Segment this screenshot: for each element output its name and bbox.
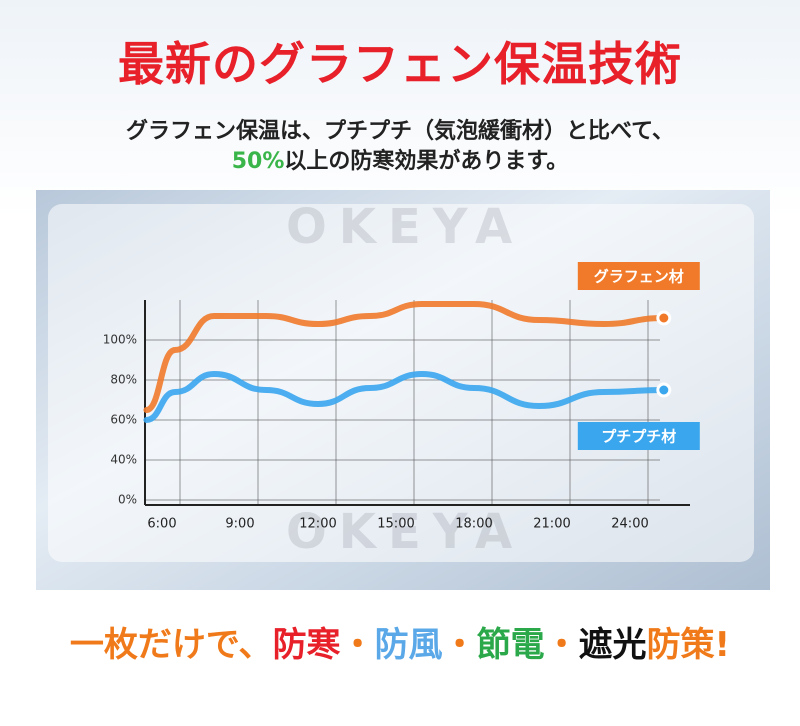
x-tick-label: 18:00 <box>455 517 492 532</box>
footer-part: 防寒 <box>272 625 341 665</box>
title: 最新のグラフェン保温技術 <box>118 37 682 91</box>
legend-box <box>577 422 700 450</box>
y-tick-label: 40% <box>110 453 137 467</box>
x-tick-label: 12:00 <box>299 517 336 532</box>
footer-part: 防風 <box>374 625 443 665</box>
y-tick-label: 80% <box>110 373 137 387</box>
footer-part: ・ <box>544 625 579 665</box>
legend-box <box>577 262 700 290</box>
series-line <box>143 301 667 413</box>
y-tick-label: 100% <box>103 333 137 347</box>
series-line <box>143 370 667 423</box>
end-dot <box>656 382 672 398</box>
x-tick-label: 9:00 <box>225 517 254 532</box>
y-tick-label: 0% <box>118 493 137 507</box>
footer-part: ・ <box>340 625 375 665</box>
highlight: 50% <box>231 149 285 174</box>
subtitle: 50%以上の防寒効果があります。 <box>0 143 800 175</box>
subtitle-text: 以上の防寒効果があります。 <box>284 149 569 174</box>
y-tick-label: 60% <box>110 413 137 427</box>
watermark: OKEYA <box>286 504 524 560</box>
chart: OKEYA OKEYA 0% 40% 60% 80% 100% 6:00 9:00 12:00… <box>36 190 770 590</box>
footer-part: 防策! <box>646 625 731 665</box>
watermark: OKEYA <box>286 199 524 255</box>
x-tick-label: 15:00 <box>377 517 414 532</box>
chart-panel <box>48 204 754 562</box>
legend-label: グラフェン材 <box>594 268 684 286</box>
x-tick-label: 21:00 <box>533 517 570 532</box>
end-dot <box>656 310 672 326</box>
subtitle: グラフェン保温は、プチプチ（気泡緩衝材）と比べて、 <box>125 119 675 144</box>
legend-label: プチプチ材 <box>601 428 676 446</box>
footer-part: 節電 <box>476 625 545 665</box>
footer-part: 一枚だけで、 <box>69 625 273 665</box>
x-tick-label: 24:00 <box>611 517 648 532</box>
x-tick-label: 6:00 <box>147 517 176 532</box>
footer-part: ・ <box>442 625 477 665</box>
footer-part: 遮光 <box>578 625 647 665</box>
footer: 一枚だけで、防寒・防風・節電・遮光防策! <box>0 617 800 666</box>
